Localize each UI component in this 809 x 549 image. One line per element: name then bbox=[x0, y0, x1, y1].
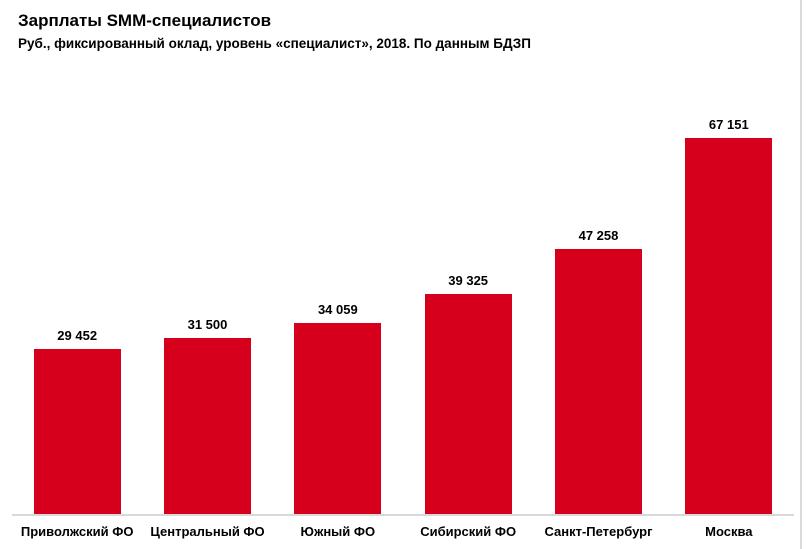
category-label: Южный ФО bbox=[300, 524, 376, 539]
bar-value-label: 39 325 bbox=[448, 272, 489, 288]
categories-row: Приволжский ФО Центральный ФО Южный ФО Сиби… bbox=[12, 524, 794, 539]
category-label: Центральный ФО bbox=[150, 524, 265, 539]
bar-value-label: 34 059 bbox=[317, 302, 358, 318]
bar bbox=[685, 138, 773, 514]
bar-column: 34 059 bbox=[273, 105, 403, 514]
bar-column: 39 325 bbox=[403, 105, 533, 514]
bars-row: 29 452 31 500 34 059 39 325 47 258 67 151 bbox=[12, 105, 794, 516]
bar-value-label: 31 500 bbox=[187, 316, 228, 332]
category-label: Санкт-Петербург bbox=[544, 524, 653, 539]
bar-value-label: 29 452 bbox=[57, 328, 98, 344]
bar-column: 31 500 bbox=[142, 105, 272, 514]
category-label: Москва bbox=[705, 524, 753, 539]
bar bbox=[424, 293, 512, 514]
right-edge-divider bbox=[800, 0, 802, 549]
bar-value-label: 47 258 bbox=[578, 228, 619, 244]
category-label: Приволжский ФО bbox=[20, 524, 134, 539]
category-label: Сибирский ФО bbox=[420, 524, 517, 539]
bar-column: 29 452 bbox=[12, 105, 142, 514]
chart-header: Зарплаты SMM-специалистов Руб., фиксиров… bbox=[18, 10, 779, 53]
bar bbox=[33, 349, 121, 514]
bar-value-label: 67 151 bbox=[708, 117, 749, 132]
bar bbox=[163, 337, 251, 514]
bar-column: 47 258 bbox=[533, 105, 663, 514]
bar bbox=[554, 249, 642, 514]
bar-column: 67 151 bbox=[664, 105, 794, 514]
chart-subtitle: Руб., фиксированный оклад, уровень «спец… bbox=[18, 36, 531, 51]
chart-title: Зарплаты SMM-специалистов bbox=[18, 11, 272, 30]
bar bbox=[294, 323, 382, 514]
